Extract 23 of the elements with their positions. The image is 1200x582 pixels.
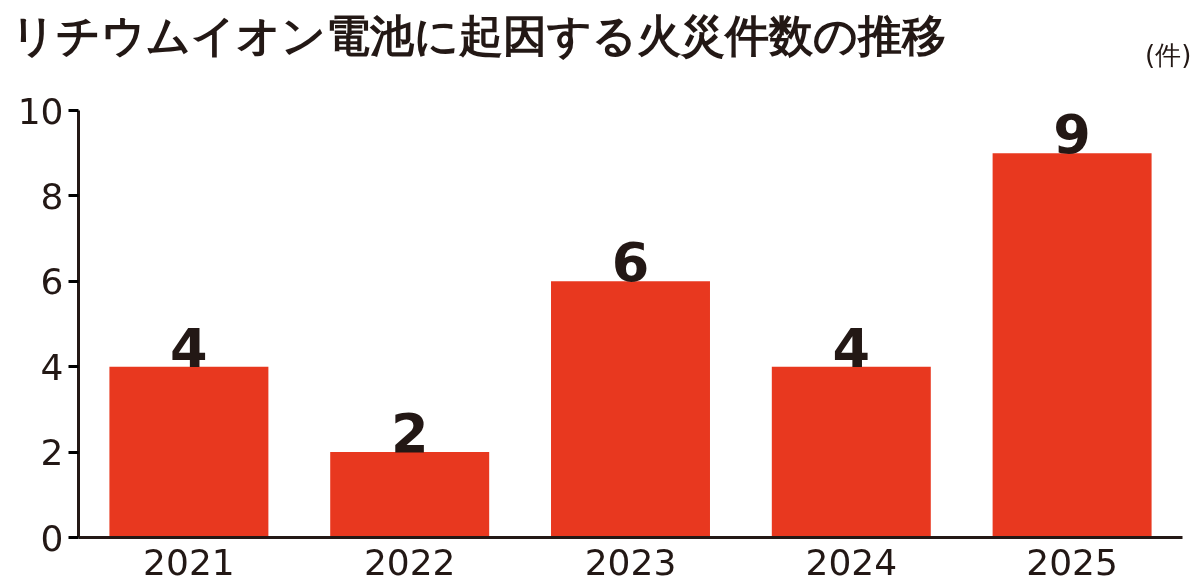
x-tick-label: 2024	[805, 541, 898, 582]
bar	[330, 452, 490, 538]
x-tick-label: 2022	[363, 541, 456, 582]
y-tick-label: 10	[17, 90, 64, 132]
x-tick-label: 2021	[143, 541, 235, 582]
y-tick-label: 8	[40, 175, 64, 217]
data-label: 9	[1053, 103, 1091, 167]
data-label: 6	[611, 231, 650, 295]
y-axis-title: (件)	[1145, 39, 1192, 72]
bar	[992, 153, 1152, 538]
data-label: 4	[832, 316, 871, 380]
data-label: 2	[390, 402, 429, 466]
data-label: 4	[170, 316, 208, 380]
chart-title: リチウムイオン電池に起因する火災件数の推移	[11, 9, 946, 63]
y-tick-label: 0	[40, 517, 64, 559]
y-tick-label: 4	[40, 346, 64, 388]
bar	[551, 281, 710, 538]
x-tick-label: 2025	[1026, 541, 1118, 582]
bar	[771, 366, 931, 538]
y-tick-label: 2	[40, 432, 64, 474]
x-tick-label: 2023	[584, 541, 677, 582]
bar	[109, 366, 269, 538]
y-tick-label: 6	[40, 261, 64, 303]
